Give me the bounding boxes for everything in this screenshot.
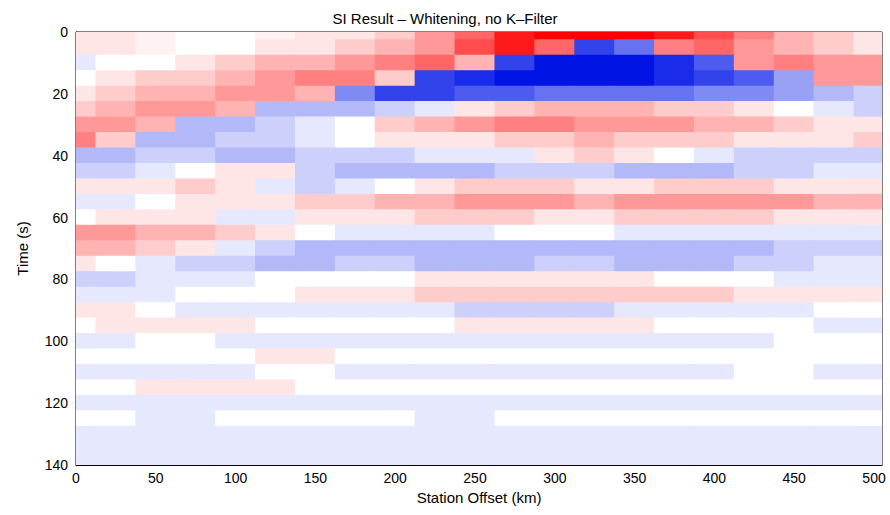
svg-text:120: 120 xyxy=(45,395,69,411)
svg-text:350: 350 xyxy=(623,470,647,486)
svg-text:0: 0 xyxy=(72,470,80,486)
svg-text:40: 40 xyxy=(52,148,68,164)
svg-text:500: 500 xyxy=(862,470,886,486)
svg-text:60: 60 xyxy=(52,210,68,226)
svg-text:200: 200 xyxy=(384,470,408,486)
svg-text:SI Result – Whitening, no K–Fi: SI Result – Whitening, no K–Filter xyxy=(332,10,557,27)
svg-text:450: 450 xyxy=(783,470,807,486)
svg-text:Time (s): Time (s) xyxy=(14,221,31,275)
svg-text:400: 400 xyxy=(703,470,727,486)
svg-text:250: 250 xyxy=(463,470,487,486)
svg-text:300: 300 xyxy=(543,470,567,486)
svg-text:100: 100 xyxy=(224,470,248,486)
svg-text:0: 0 xyxy=(60,24,68,40)
svg-text:150: 150 xyxy=(304,470,328,486)
svg-text:80: 80 xyxy=(52,271,68,287)
svg-text:140: 140 xyxy=(45,457,69,473)
svg-text:Station Offset (km): Station Offset (km) xyxy=(417,489,542,506)
svg-text:20: 20 xyxy=(52,86,68,102)
svg-text:50: 50 xyxy=(148,470,164,486)
svg-text:100: 100 xyxy=(45,333,69,349)
